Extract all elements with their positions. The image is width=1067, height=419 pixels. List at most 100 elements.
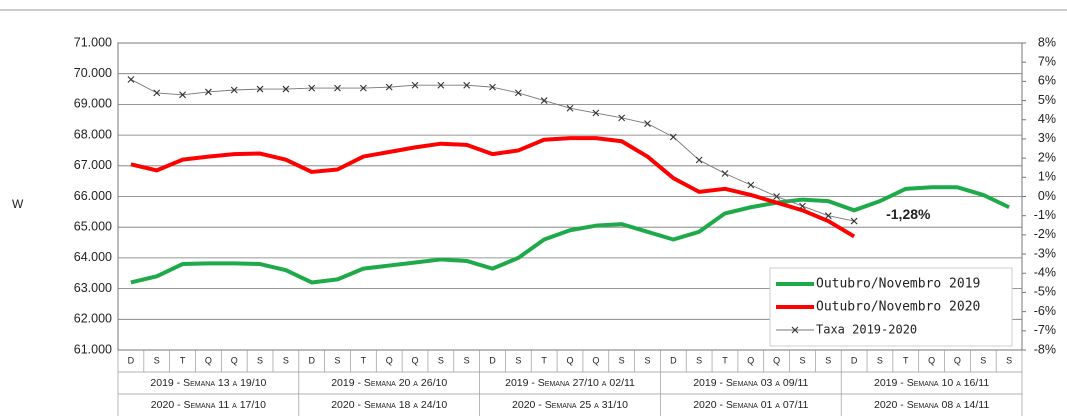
x-tick-label: D — [308, 355, 315, 365]
y-tick-label: 64.000 — [74, 250, 112, 264]
group-label: 2020 - Semana 01 a 07/11 — [693, 399, 808, 411]
marker — [669, 133, 677, 141]
x-tick-label: S — [515, 355, 521, 365]
y2-tick-label: -3% — [1034, 246, 1056, 260]
x-tick-label: Q — [386, 355, 393, 365]
marker — [334, 84, 341, 92]
y-axis-label: W — [12, 197, 24, 211]
y2-tick-label: 1% — [1038, 170, 1056, 184]
x-tick-label: T — [541, 355, 547, 365]
annotation: -1,28% — [886, 206, 931, 222]
marker — [385, 83, 393, 91]
x-tick-label: Q — [928, 355, 935, 365]
x-tick-label: S — [825, 355, 831, 365]
y-tick-label: 65.000 — [74, 219, 112, 233]
y-tick-label: 70.000 — [74, 66, 112, 80]
marker — [644, 120, 651, 127]
y2-tick-label: -4% — [1034, 266, 1056, 280]
x-tick-label: Q — [231, 355, 238, 365]
marker — [411, 81, 419, 89]
group-label: 2019 - Semana 27/10 a 02/11 — [505, 377, 635, 389]
y2-tick-label: -7% — [1034, 323, 1056, 337]
x-tick-label: S — [877, 355, 883, 365]
marker — [359, 84, 367, 92]
group-label: 2020 - Semana 08 a 14/11 — [874, 399, 989, 411]
marker — [721, 170, 729, 177]
x-tick-label: T — [180, 355, 186, 365]
y2-tick-label: 3% — [1038, 131, 1056, 145]
y-tick-label: 69.000 — [74, 97, 112, 111]
y2-tick-label: 5% — [1038, 93, 1056, 107]
x-tick-label: S — [438, 355, 444, 365]
group-label: 2019 - Semana 20 a 26/10 — [331, 377, 447, 389]
group-label: 2020 - Semana 25 a 31/10 — [512, 399, 628, 411]
y-tick-label: 67.000 — [74, 158, 112, 172]
x-tick-label: S — [619, 355, 625, 365]
marker — [179, 91, 186, 99]
marker — [850, 217, 858, 225]
x-tick-label: S — [799, 355, 805, 365]
legend-label: Taxa 2019-2020 — [816, 323, 917, 337]
marker — [282, 85, 290, 93]
y2-tick-label: -2% — [1034, 227, 1056, 241]
series-line — [130, 136, 856, 239]
x-tick-label: S — [154, 355, 160, 365]
legend-marker — [791, 326, 799, 334]
x-tick-label: Q — [592, 355, 599, 365]
x-tick-label: S — [283, 355, 289, 365]
y-tick-label: 71.000 — [74, 35, 112, 49]
marker — [773, 193, 781, 200]
x-tick-label: Q — [412, 355, 419, 365]
x-tick-label: D — [851, 355, 858, 365]
y2-tick-label: -1% — [1034, 208, 1056, 222]
marker — [566, 104, 574, 112]
x-tick-label: Q — [954, 355, 961, 365]
y2-tick-label: 0% — [1038, 189, 1056, 203]
x-tick-label: D — [128, 355, 135, 365]
x-tick-label: S — [980, 355, 986, 365]
series-line — [130, 185, 1010, 285]
marker — [256, 85, 264, 93]
marker — [437, 81, 445, 89]
y-tick-label: 66.000 — [74, 189, 112, 203]
legend-label: Outubro/Novembro 2020 — [816, 300, 980, 315]
x-tick-label: D — [489, 355, 496, 365]
y2-tick-label: -5% — [1034, 285, 1056, 299]
group-label: 2020 - Semana 11 a 17/10 — [151, 399, 266, 411]
x-tick-label: S — [644, 355, 650, 365]
y2-tick-label: 2% — [1038, 150, 1056, 164]
y-tick-label: 61.000 — [74, 342, 112, 356]
x-tick-label: D — [670, 355, 677, 365]
marker — [540, 97, 548, 104]
group-label: 2019 - Semana 13 a 19/10 — [150, 377, 266, 389]
group-label: 2020 - Semana 18 a 24/10 — [331, 399, 447, 411]
marker — [489, 83, 496, 91]
x-tick-label: Q — [566, 355, 573, 365]
series-line — [130, 79, 855, 222]
marker — [463, 81, 471, 89]
y2-tick-label: -8% — [1034, 342, 1056, 356]
y2-tick-label: 6% — [1038, 74, 1056, 88]
marker — [514, 89, 522, 97]
marker — [695, 156, 703, 164]
y-tick-label: 68.000 — [74, 127, 112, 141]
marker — [205, 88, 212, 96]
x-tick-label: S — [257, 355, 263, 365]
y-tick-label: 63.000 — [74, 281, 112, 295]
marker — [747, 181, 755, 189]
x-tick-label: Q — [773, 355, 780, 365]
y-tick-label: 62.000 — [74, 312, 112, 326]
x-tick-label: T — [722, 355, 728, 365]
x-tick-label: S — [464, 355, 470, 365]
x-tick-label: S — [1006, 355, 1012, 365]
y2-tick-label: 4% — [1038, 112, 1056, 126]
marker — [127, 76, 135, 83]
x-tick-label: S — [696, 355, 702, 365]
y2-tick-label: 7% — [1038, 54, 1056, 68]
marker — [308, 84, 316, 92]
marker — [618, 114, 626, 122]
legend-label: Outubro/Novembro 2019 — [816, 277, 980, 292]
marker — [230, 86, 238, 94]
y2-tick-label: 8% — [1038, 35, 1056, 49]
